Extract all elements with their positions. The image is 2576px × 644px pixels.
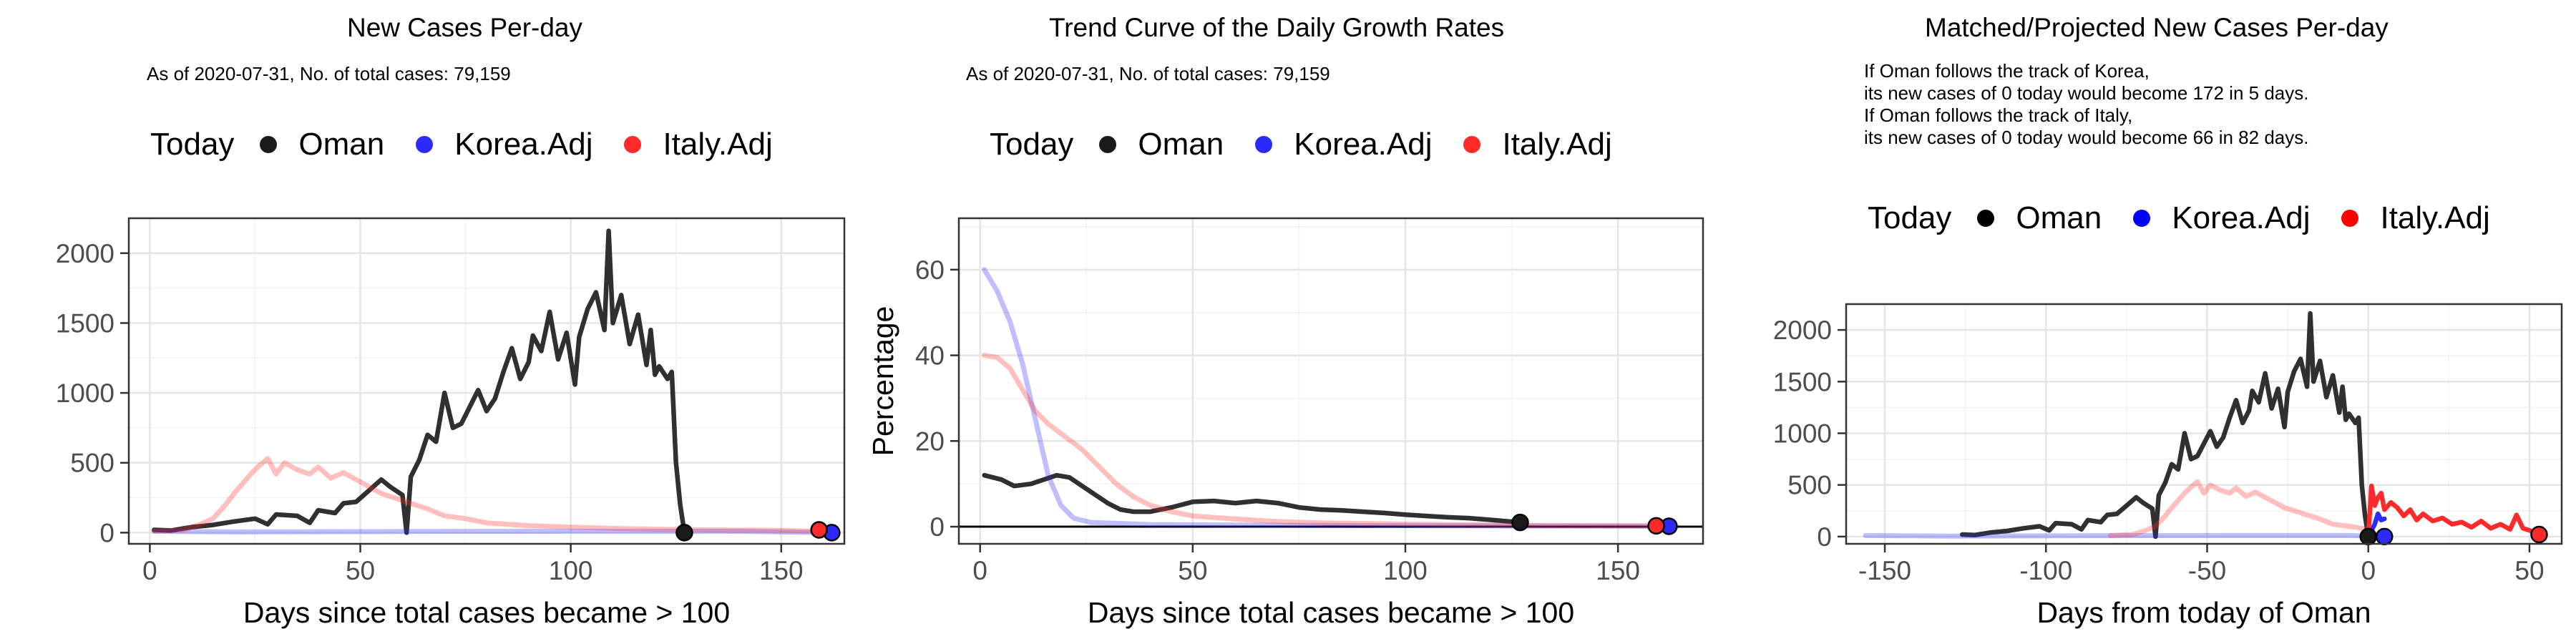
y-tick-label: 1000	[56, 379, 114, 408]
series-line-korea-adj	[982, 267, 1672, 529]
x-tick-label: 50	[346, 556, 375, 585]
chart-title: New Cases Per-day	[347, 13, 583, 42]
chart-panel-3: Matched/Projected New Cases Per-day If O…	[1717, 0, 2576, 644]
x-axis-title: Days since total cases became > 100	[1088, 596, 1574, 629]
chart-title: Trend Curve of the Daily Growth Rates	[1049, 13, 1505, 42]
x-tick-label: -50	[2188, 556, 2226, 585]
y-tick-label: 0	[1817, 522, 1832, 552]
legend-title: Today	[990, 127, 1074, 162]
legend-key-korea	[2133, 210, 2151, 227]
legend-label-italy: Italy.Adj	[1502, 127, 1612, 162]
series-line-italy-adj-projection	[2366, 483, 2542, 540]
y-tick-label: 500	[70, 449, 114, 478]
series-line-oman	[1959, 311, 2371, 540]
legend-title: Today	[150, 127, 235, 162]
x-axis-title: Days from today of Oman	[2036, 596, 2371, 629]
series-line-oman	[152, 228, 687, 535]
legend-title: Today	[1868, 200, 1952, 235]
legend-key-oman	[1099, 136, 1117, 153]
x-tick-label: 0	[972, 556, 987, 585]
legend-label-italy: Italy.Adj	[663, 127, 773, 162]
y-tick-label: 40	[915, 341, 945, 371]
plot-border	[957, 217, 1704, 545]
x-tick-label: 0	[2361, 556, 2376, 585]
chart-legend: Today Oman Korea.Adj Italy.Adj	[990, 127, 1636, 162]
chart-panel-2: Trend Curve of the Daily Growth Rates As…	[859, 0, 1717, 644]
y-tick-label: 0	[99, 518, 114, 547]
legend-label-korea: Korea.Adj	[454, 127, 593, 162]
y-tick-label: 1500	[56, 308, 114, 338]
today-point-italy-adj	[2530, 525, 2548, 544]
x-tick-label: -100	[2019, 556, 2072, 585]
legend-label-oman: Oman	[298, 127, 385, 162]
legend-key-italy	[2341, 210, 2359, 227]
subtitle-line: its new cases of 0 today would become 66…	[1864, 127, 2309, 148]
legend-label-oman: Oman	[2016, 200, 2102, 235]
subtitle-line: If Oman follows the track of Korea,	[1864, 60, 2150, 82]
chart-legend: Today Oman Korea.Adj Italy.Adj	[1868, 200, 2514, 236]
gridlines	[129, 218, 844, 544]
x-tick-label: 100	[1383, 556, 1428, 585]
legend-key-korea	[1255, 136, 1273, 153]
gridlines	[1846, 304, 2562, 544]
chart-plot-2: 0 50 100 150 0 20 40 60 Days since total cases b…	[867, 217, 1704, 629]
x-tick-label: 150	[1596, 556, 1640, 585]
today-point-italy-adj	[1647, 517, 1665, 535]
y-tick-label: 500	[1787, 471, 1832, 500]
today-point-oman	[2359, 527, 2377, 546]
x-tick-label: 50	[2514, 556, 2544, 585]
series-line-oman	[982, 472, 1523, 525]
legend-label-oman: Oman	[1138, 127, 1224, 162]
legend-key-italy	[624, 136, 642, 153]
today-point-italy-adj	[810, 521, 828, 539]
today-point-korea-adj	[2376, 527, 2394, 546]
legend-key-italy	[1463, 136, 1481, 153]
legend-key-korea	[416, 136, 434, 153]
y-tick-label: 60	[915, 255, 945, 285]
chart-title: Matched/Projected New Cases Per-day	[1925, 13, 2389, 42]
chart-legend: Today Oman Korea.Adj Italy.Adj	[150, 127, 797, 162]
legend-label-korea: Korea.Adj	[2172, 200, 2311, 235]
x-axis-title: Days since total cases became > 100	[243, 596, 730, 629]
y-tick-label: 0	[930, 512, 945, 542]
y-tick-label: 1000	[1773, 419, 1832, 448]
series-line-italy-adj	[982, 353, 1659, 529]
chart-subtitle: If Oman follows the track of Korea, its …	[1864, 60, 2308, 149]
y-tick-label: 1500	[1773, 367, 1832, 396]
x-tick-label: 150	[759, 556, 804, 585]
chart-subtitle: As of 2020-07-31, No. of total cases: 79…	[147, 63, 511, 84]
y-tick-label: 2000	[1773, 316, 1832, 345]
today-point-oman	[1511, 513, 1529, 532]
x-tick-label: 100	[549, 556, 593, 585]
y-axis-title: Percentage	[867, 306, 899, 457]
y-tick-label: 20	[915, 426, 945, 456]
today-point-oman	[675, 524, 693, 542]
gridlines	[959, 218, 1703, 544]
legend-label-korea: Korea.Adj	[1294, 127, 1433, 162]
x-tick-label: -150	[1858, 556, 1911, 585]
series-line-italy-adj	[151, 456, 822, 534]
chart-panel-1: New Cases Per-day As of 2020-07-31, No. …	[0, 0, 859, 644]
legend-label-italy: Italy.Adj	[2380, 200, 2490, 235]
legend-key-oman	[1977, 210, 1995, 227]
y-tick-label: 2000	[56, 239, 114, 268]
chart-subtitle: As of 2020-07-31, No. of total cases: 79…	[966, 63, 1330, 84]
plot-border	[127, 217, 846, 545]
series-line-korea-adj	[1863, 532, 2371, 539]
series-line-korea-adj	[151, 528, 834, 535]
x-tick-label: 0	[142, 556, 157, 585]
plot-border	[1845, 303, 2563, 545]
series-line-italy-adj	[2107, 479, 2371, 538]
subtitle-line: If Oman follows the track of Italy,	[1864, 104, 2133, 126]
legend-key-oman	[260, 136, 278, 153]
subtitle-line: its new cases of 0 today would become 17…	[1864, 82, 2309, 104]
x-tick-label: 50	[1178, 556, 1207, 585]
